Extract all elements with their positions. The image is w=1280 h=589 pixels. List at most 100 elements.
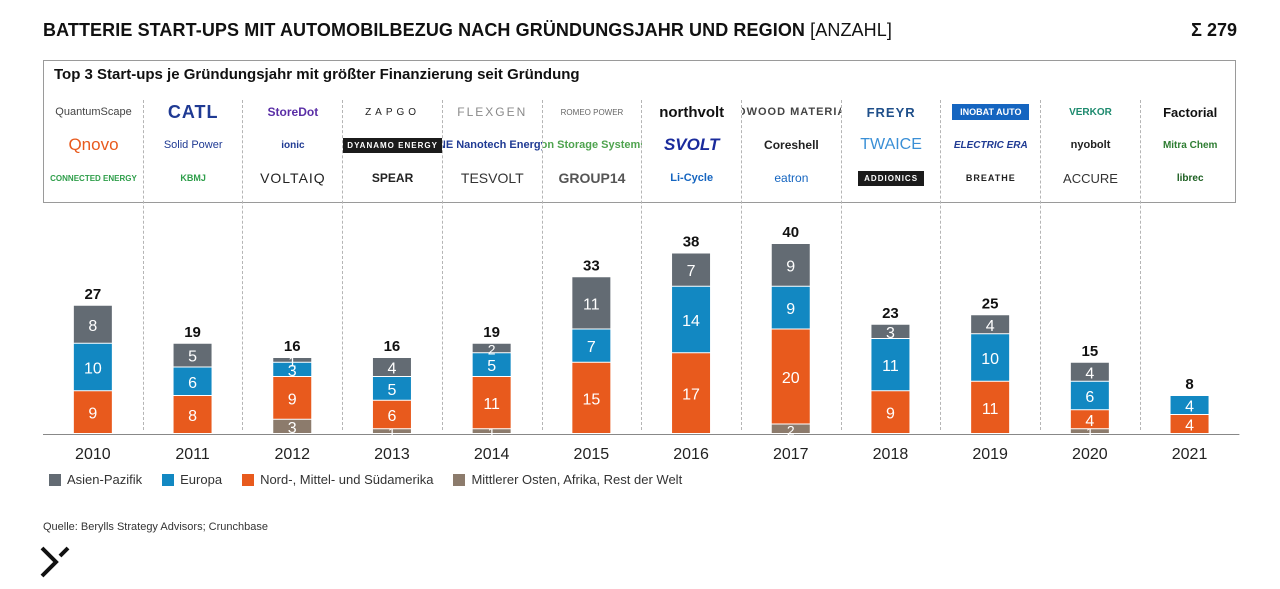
startup-logo: nyobolt	[1041, 132, 1140, 158]
startup-logo: VERKOR	[1041, 99, 1140, 125]
startup-logo: FREYR	[842, 99, 941, 125]
legend-item-asia: Asien-Pazifik	[49, 472, 142, 487]
data-label-americas: 8	[188, 408, 197, 425]
startup-logo: SPEAR	[343, 165, 442, 191]
data-label-europe: 10	[84, 361, 102, 378]
bar-segment-asia	[173, 343, 212, 367]
startup-logo-text: Mitra Chem	[1162, 139, 1218, 151]
data-label-asia: 7	[687, 263, 696, 280]
x-tick-label: 2014	[474, 446, 510, 463]
data-label-asia: 8	[88, 318, 97, 335]
startup-logo-text: VERKOR	[1069, 106, 1112, 118]
data-label-europe: 6	[1085, 389, 1094, 406]
year-divider-line	[441, 100, 443, 430]
data-label-europe: 3	[288, 363, 297, 380]
logo-column-2013: ZAPGO DYANAMO ENERGY SPEAR	[343, 99, 443, 199]
startup-logo: DYANAMO ENERGY	[343, 132, 443, 158]
bar-total-label: 19	[483, 324, 500, 341]
data-label-europe: 14	[682, 313, 700, 330]
startup-logo: BREATHE	[941, 165, 1040, 191]
startup-logo-text: CATL	[167, 101, 219, 122]
legend-item-europe: Europa	[162, 472, 222, 487]
data-label-europe: 9	[786, 301, 795, 318]
legend-swatch	[49, 473, 61, 486]
bar-total-label: 15	[1082, 343, 1099, 360]
bar-segment-asia	[73, 305, 112, 343]
startup-logo-text: NE Nanotech Energy	[442, 139, 542, 151]
bar-segment-mea	[1070, 429, 1109, 433]
logo-column-2021: Factorial Mitra Chem librec	[1141, 99, 1240, 199]
bar-total-label: 19	[184, 324, 201, 341]
startup-logo-text: nyobolt	[1070, 139, 1111, 151]
data-label-americas: 11	[982, 401, 999, 418]
legend-label: Europa	[180, 472, 223, 487]
bar-segment-americas	[771, 329, 810, 424]
startup-logo-text: ionic	[281, 139, 305, 151]
bar-segment-americas	[372, 400, 411, 429]
x-tick-label: 2015	[574, 446, 610, 463]
year-divider-line	[541, 100, 543, 430]
startup-logo-text: Solid Power	[163, 139, 223, 151]
bar-segment-americas	[173, 396, 212, 433]
startup-logo-text: FREYR	[866, 104, 916, 120]
bar-total-label: 33	[583, 257, 600, 274]
legend-label: Nord-, Mittel- und Südamerika	[260, 472, 434, 487]
data-label-americas: 9	[288, 391, 297, 408]
startup-logo-text: BREATHE	[965, 173, 1016, 183]
bar-segment-mea	[472, 429, 511, 433]
logo-column-2017: REDWOOD MATERIALS Coreshell eatron	[742, 99, 841, 199]
logo-column-2020: VERKOR nyobolt ACCURE	[1041, 99, 1140, 199]
bar-segment-europe	[472, 353, 511, 376]
source-note: Quelle: Berylls Strategy Advisors; Crunc…	[43, 521, 268, 533]
logo-column-2018: FREYR TWAICE ADDIONICS	[842, 99, 941, 199]
startup-logo: ADDIONICS	[842, 165, 941, 191]
startup-logo-text: CONNECTED ENERGY	[50, 173, 137, 183]
startup-logo-text: Coreshell	[764, 138, 819, 152]
startup-logo: ELECTRIC ERA	[941, 132, 1040, 158]
startup-logo-text: Li-Cycle	[670, 172, 714, 184]
startup-logo: librec	[1141, 165, 1240, 191]
startup-logo-text: SPEAR	[371, 171, 414, 185]
data-label-asia: 11	[583, 296, 600, 313]
bar-segment-asia	[572, 277, 611, 329]
data-label-europe: 5	[487, 358, 496, 375]
data-label-europe: 6	[188, 375, 197, 392]
startup-logo: KBMJ	[144, 165, 243, 191]
data-label-americas: 6	[387, 408, 396, 425]
bar-segment-europe	[672, 286, 711, 353]
bar-total-label: 38	[683, 234, 700, 251]
data-label-americas: 17	[682, 387, 700, 404]
x-tick-label: 2016	[673, 446, 709, 463]
year-divider-line	[242, 100, 244, 430]
startup-logo: CATL	[144, 99, 243, 125]
startup-logo-text: ELECTRIC ERA	[953, 139, 1028, 151]
startup-logo: eatron	[742, 165, 841, 191]
legend-swatch	[453, 473, 466, 486]
data-label-asia: 4	[1085, 365, 1094, 382]
bar-segment-asia	[771, 244, 810, 286]
logo-column-2011: CATL Solid Power KBMJ	[144, 99, 243, 199]
startup-logo-text: SVOLT	[663, 135, 720, 154]
bar-segment-europe	[1170, 396, 1209, 414]
stacked-bar-chart: 9108272010865192011393116201216541620131…	[43, 224, 1240, 463]
startup-logo: QuantumScape	[44, 99, 143, 125]
bar-segment-europe	[73, 343, 112, 391]
bar-segment-americas	[472, 377, 511, 429]
bar-segment-asia	[1070, 362, 1109, 381]
bar-total-label: 16	[284, 338, 301, 355]
startup-logo: INOBAT AUTO	[941, 99, 1040, 125]
data-label-europe: 11	[882, 358, 899, 375]
bar-segment-americas	[1070, 410, 1109, 429]
logo-column-2015: ROMEO POWER ion Storage Systems GROUP14	[543, 99, 642, 199]
logo-column-2010: QuantumScape Qnovo CONNECTED ENERGY	[44, 99, 143, 199]
bar-total-label: 8	[1185, 376, 1193, 393]
startup-logo: ZAPGO	[343, 99, 442, 125]
data-label-asia: 2	[488, 342, 496, 358]
legend-swatch	[242, 473, 255, 486]
data-label-asia: 4	[986, 318, 995, 335]
startup-logo: ROMEO POWER	[543, 99, 642, 125]
x-tick-label: 2018	[873, 446, 909, 463]
data-label-mea: 2	[787, 422, 795, 438]
x-tick-label: 2019	[972, 446, 1008, 463]
data-label-americas: 15	[582, 391, 600, 408]
